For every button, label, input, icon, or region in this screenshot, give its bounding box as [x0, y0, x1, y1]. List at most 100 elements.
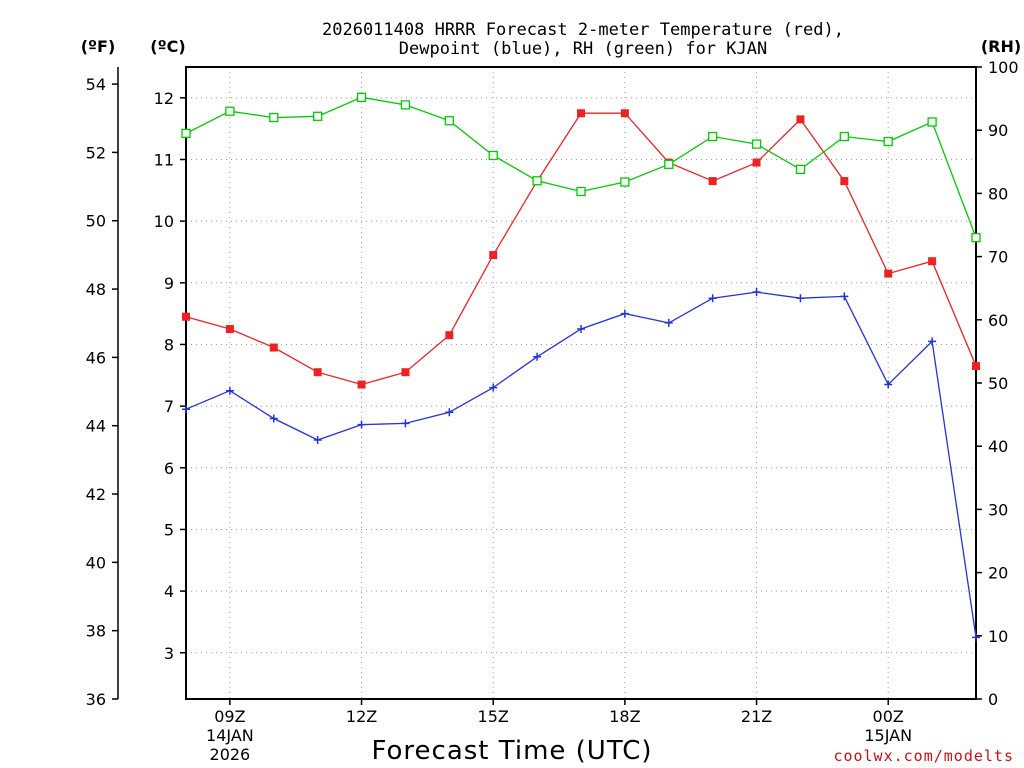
plot-frame	[185, 66, 977, 700]
2-meter-temperature-point	[225, 325, 234, 334]
series	[181, 92, 981, 642]
fahrenheit-tick-label: 42	[86, 485, 106, 504]
celsius-tick-label: 6	[164, 459, 174, 478]
celsius-tick-label: 5	[164, 520, 174, 539]
celsius-tick-label: 8	[164, 335, 174, 354]
x-tick-date-label: 14JAN	[206, 726, 254, 745]
dewpoint-point	[752, 288, 761, 297]
2-meter-temperature-point	[796, 115, 805, 124]
rh-point	[532, 176, 542, 186]
rh-tick-label: 70	[988, 248, 1008, 267]
rh-point	[795, 164, 806, 175]
dewpoint-point	[269, 414, 278, 423]
2-meter-temperature-point	[577, 109, 585, 118]
dewpoint-point	[664, 318, 673, 327]
celsius-tick-label: 3	[164, 644, 174, 663]
2-meter-temperature-point	[445, 331, 454, 340]
dewpoint-point	[357, 420, 366, 429]
rh-tick-label: 100	[988, 58, 1019, 77]
2-meter-temperature-point	[752, 158, 761, 167]
2-meter-temperature-point	[928, 257, 937, 266]
rh-point	[269, 112, 279, 123]
rh-point	[225, 106, 235, 116]
rh-point	[620, 177, 630, 187]
celsius-tick-label: 7	[164, 397, 174, 416]
2-meter-temperature-point	[313, 368, 322, 377]
celsius-unit-label: (ºC)	[150, 37, 185, 56]
rh-tick-label: 50	[988, 374, 1008, 393]
rh-tick-label: 60	[988, 311, 1008, 330]
fahrenheit-tick-label: 40	[86, 553, 106, 572]
dewpoint-point	[225, 386, 234, 395]
2-meter-temperature-point	[357, 380, 366, 389]
fahrenheit-tick-label: 48	[86, 280, 106, 299]
2-meter-temperature-point	[489, 251, 498, 260]
x-tick-label: 18Z	[609, 707, 640, 726]
rh-tick-label: 20	[988, 564, 1008, 583]
dewpoint-point	[884, 380, 893, 389]
dewpoint-line	[185, 291, 977, 638]
2-meter-temperature-point	[972, 362, 980, 371]
celsius-tick-label: 12	[154, 89, 174, 108]
rh-point	[313, 111, 323, 121]
fahrenheit-unit-label: (ºF)	[81, 37, 116, 56]
dewpoint-point	[708, 294, 717, 303]
rh-point	[883, 136, 893, 147]
rh-point	[708, 131, 718, 142]
rh-tick-label: 90	[988, 121, 1008, 140]
rh-point	[971, 232, 981, 243]
rh-tick-label: 0	[988, 690, 998, 709]
rh-point	[356, 92, 367, 102]
2-meter-temperature-point	[182, 312, 190, 321]
rh-tick-label: 30	[988, 500, 1008, 519]
chart-title-line2: Dewpoint (blue), RH (green) for KJAN	[399, 39, 767, 59]
fahrenheit-tick-label: 44	[86, 417, 106, 436]
celsius-tick-label: 4	[164, 582, 174, 601]
fahrenheit-tick-label: 38	[86, 622, 106, 641]
rh-tick-label: 10	[988, 627, 1008, 646]
fahrenheit-tick-label: 46	[86, 348, 106, 367]
rh-point	[444, 116, 454, 126]
rh-point	[839, 131, 849, 142]
2-meter-temperature-line	[185, 112, 977, 386]
dewpoint-point	[182, 405, 190, 414]
x-tick-label: 15Z	[478, 707, 509, 726]
axes: 3 4 5 6 7 8 9 10 11 12 36 38 40 42 44 46 48 50 52 54 0 10 20 30…	[86, 58, 1019, 764]
dewpoint-point	[401, 419, 410, 428]
x-axis-title: Forecast Time (UTC)	[371, 736, 652, 766]
rh-point	[927, 117, 937, 127]
dewpoint-point	[796, 294, 805, 303]
rh-tick-label: 40	[988, 437, 1008, 456]
rh-point	[400, 100, 411, 110]
2-meter-temperature-point	[620, 109, 629, 118]
rh-point	[181, 128, 191, 139]
dewpoint-point	[489, 383, 498, 392]
credit-link[interactable]: coolwx.com/modelts	[833, 747, 1014, 765]
x-tick-label: 12Z	[346, 707, 377, 726]
rh-point	[488, 150, 498, 161]
rh-line	[185, 96, 977, 238]
dewpoint-point	[577, 325, 585, 334]
dewpoint-point	[445, 408, 454, 417]
fahrenheit-tick-label: 36	[86, 690, 106, 709]
fahrenheit-tick-label: 54	[86, 75, 106, 94]
rh-unit-label: (RH)	[981, 37, 1021, 56]
2-meter-temperature-point	[884, 269, 893, 278]
fahrenheit-tick-label: 50	[86, 212, 106, 231]
2-meter-temperature-point	[708, 177, 717, 186]
rh-point	[664, 159, 674, 169]
celsius-tick-label: 9	[164, 274, 174, 293]
rh-tick-label: 80	[988, 184, 1008, 203]
x-tick-date-label: 15JAN	[864, 726, 912, 745]
celsius-tick-label: 11	[154, 150, 174, 169]
rh-point	[751, 139, 762, 149]
2-meter-temperature-point	[269, 343, 278, 352]
x-tick-label: 09Z	[214, 707, 245, 726]
celsius-tick-label: 10	[154, 212, 174, 231]
fahrenheit-tick-label: 52	[86, 143, 106, 162]
x-tick-label: 21Z	[741, 707, 772, 726]
grid	[186, 67, 976, 699]
x-tick-year-label: 2026	[210, 745, 251, 764]
2-meter-temperature-point	[401, 368, 410, 377]
